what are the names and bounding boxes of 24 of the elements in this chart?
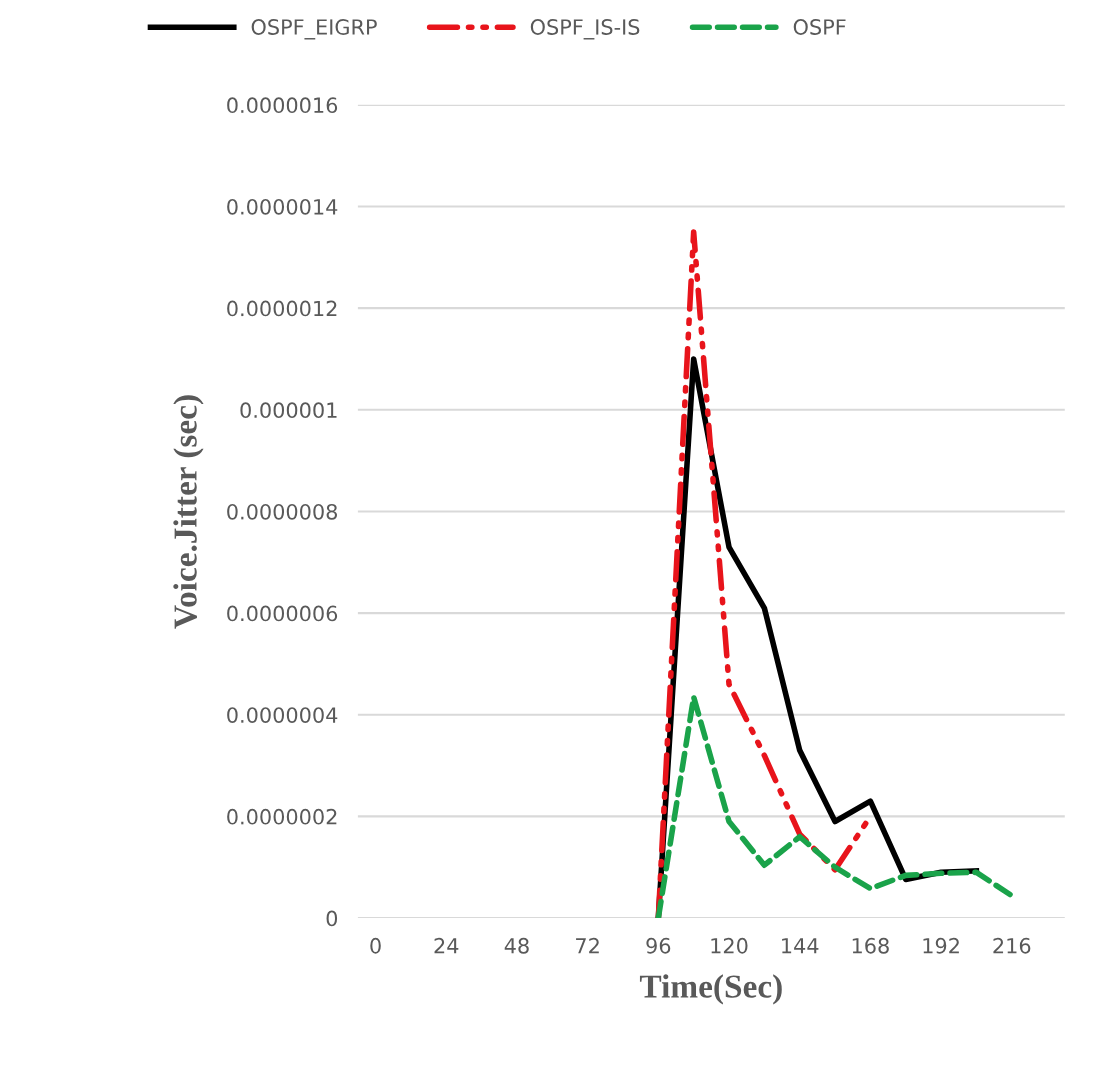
x-axis-title: Time(Sec) bbox=[639, 974, 782, 1005]
y-axis-title: Voice.Jitter (sec) bbox=[173, 395, 204, 629]
legend-label: OSPF bbox=[793, 19, 846, 35]
y-tick-label: 0.0000006 bbox=[227, 605, 338, 622]
x-tick-label: 48 bbox=[504, 937, 529, 954]
x-tick-label: 120 bbox=[711, 937, 748, 954]
y-tick-label: 0.0000012 bbox=[227, 300, 337, 317]
y-tick-label: 0 bbox=[326, 910, 338, 927]
y-tick-label: 0.0000002 bbox=[227, 808, 337, 825]
x-tick-label: 216 bbox=[993, 937, 1031, 954]
y-tick-label: 0.000001 bbox=[240, 402, 337, 419]
y-tick-label: 0.0000004 bbox=[227, 707, 338, 723]
y-tick-label: 0.0000016 bbox=[227, 97, 338, 114]
y-tick-label: 0.0000008 bbox=[227, 503, 338, 520]
x-tick-label: 24 bbox=[434, 937, 459, 954]
y-tick-label: 0.0000014 bbox=[227, 198, 338, 215]
legend-label: OSPF_IS-IS bbox=[530, 19, 640, 40]
legend-label: OSPF_EIGRP bbox=[251, 19, 377, 40]
x-tick-label: 96 bbox=[646, 937, 671, 954]
x-tick-label: 0 bbox=[370, 937, 381, 954]
x-tick-label: 168 bbox=[852, 937, 889, 954]
x-tick-label: 144 bbox=[782, 938, 819, 954]
x-tick-label: 192 bbox=[923, 937, 959, 954]
x-tick-label: 72 bbox=[576, 937, 599, 954]
